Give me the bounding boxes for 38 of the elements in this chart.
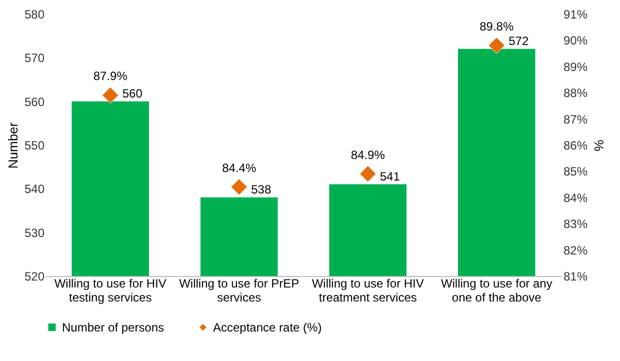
- y2-tick-label: 90%: [564, 34, 588, 48]
- y2-tick-label: 83%: [564, 217, 588, 232]
- x-tick-label: Willing to use for HIV testing services: [54, 276, 166, 304]
- data-label: 87.9%: [93, 69, 128, 84]
- data-label: 84.4%: [222, 160, 256, 175]
- legend-label: Acceptance rate (%): [213, 320, 322, 334]
- point: [360, 166, 376, 182]
- data-label: 572: [508, 34, 529, 48]
- y2-tick-label: 89%: [564, 60, 588, 74]
- y2-tick-label: 82%: [564, 243, 588, 258]
- y-tick-label: 560: [24, 94, 45, 109]
- y2-tick-label: 88%: [564, 86, 588, 100]
- data-label: 560: [122, 86, 143, 100]
- y-tick-label: 570: [24, 51, 45, 66]
- y2-axis-title: %: [592, 140, 607, 152]
- y-tick-label: 550: [24, 138, 45, 152]
- y-axis-title: Number: [5, 122, 20, 169]
- data-label: 541: [380, 169, 400, 184]
- x-tick-label: Willing to use for PrEP services: [179, 276, 300, 304]
- legend-label: Number of persons: [62, 320, 164, 334]
- data-label: 84.9%: [350, 148, 386, 162]
- y2-tick-label: 84%: [564, 190, 588, 205]
- point: [230, 178, 248, 196]
- point: [102, 86, 119, 104]
- y2-tick-label: 86%: [564, 138, 588, 152]
- data-label: 89.8%: [480, 19, 514, 34]
- x-tick-label: Willing to use for any one of the above: [440, 276, 552, 304]
- y-tick-label: 530: [24, 226, 45, 240]
- y2-tick-label: 85%: [564, 164, 588, 179]
- x-tick-label: Willing to use for HIV treatment services: [312, 276, 424, 304]
- y2-tick-label: 91%: [564, 8, 588, 22]
- y-tick-label: 540: [24, 182, 45, 196]
- y2-tick-label: 87%: [564, 112, 588, 126]
- y2-tick-label: 81%: [564, 270, 588, 284]
- point: [488, 37, 505, 54]
- data-label: 538: [251, 182, 272, 196]
- y-tick-label: 580: [24, 8, 45, 22]
- y-tick-label: 520: [24, 270, 45, 284]
